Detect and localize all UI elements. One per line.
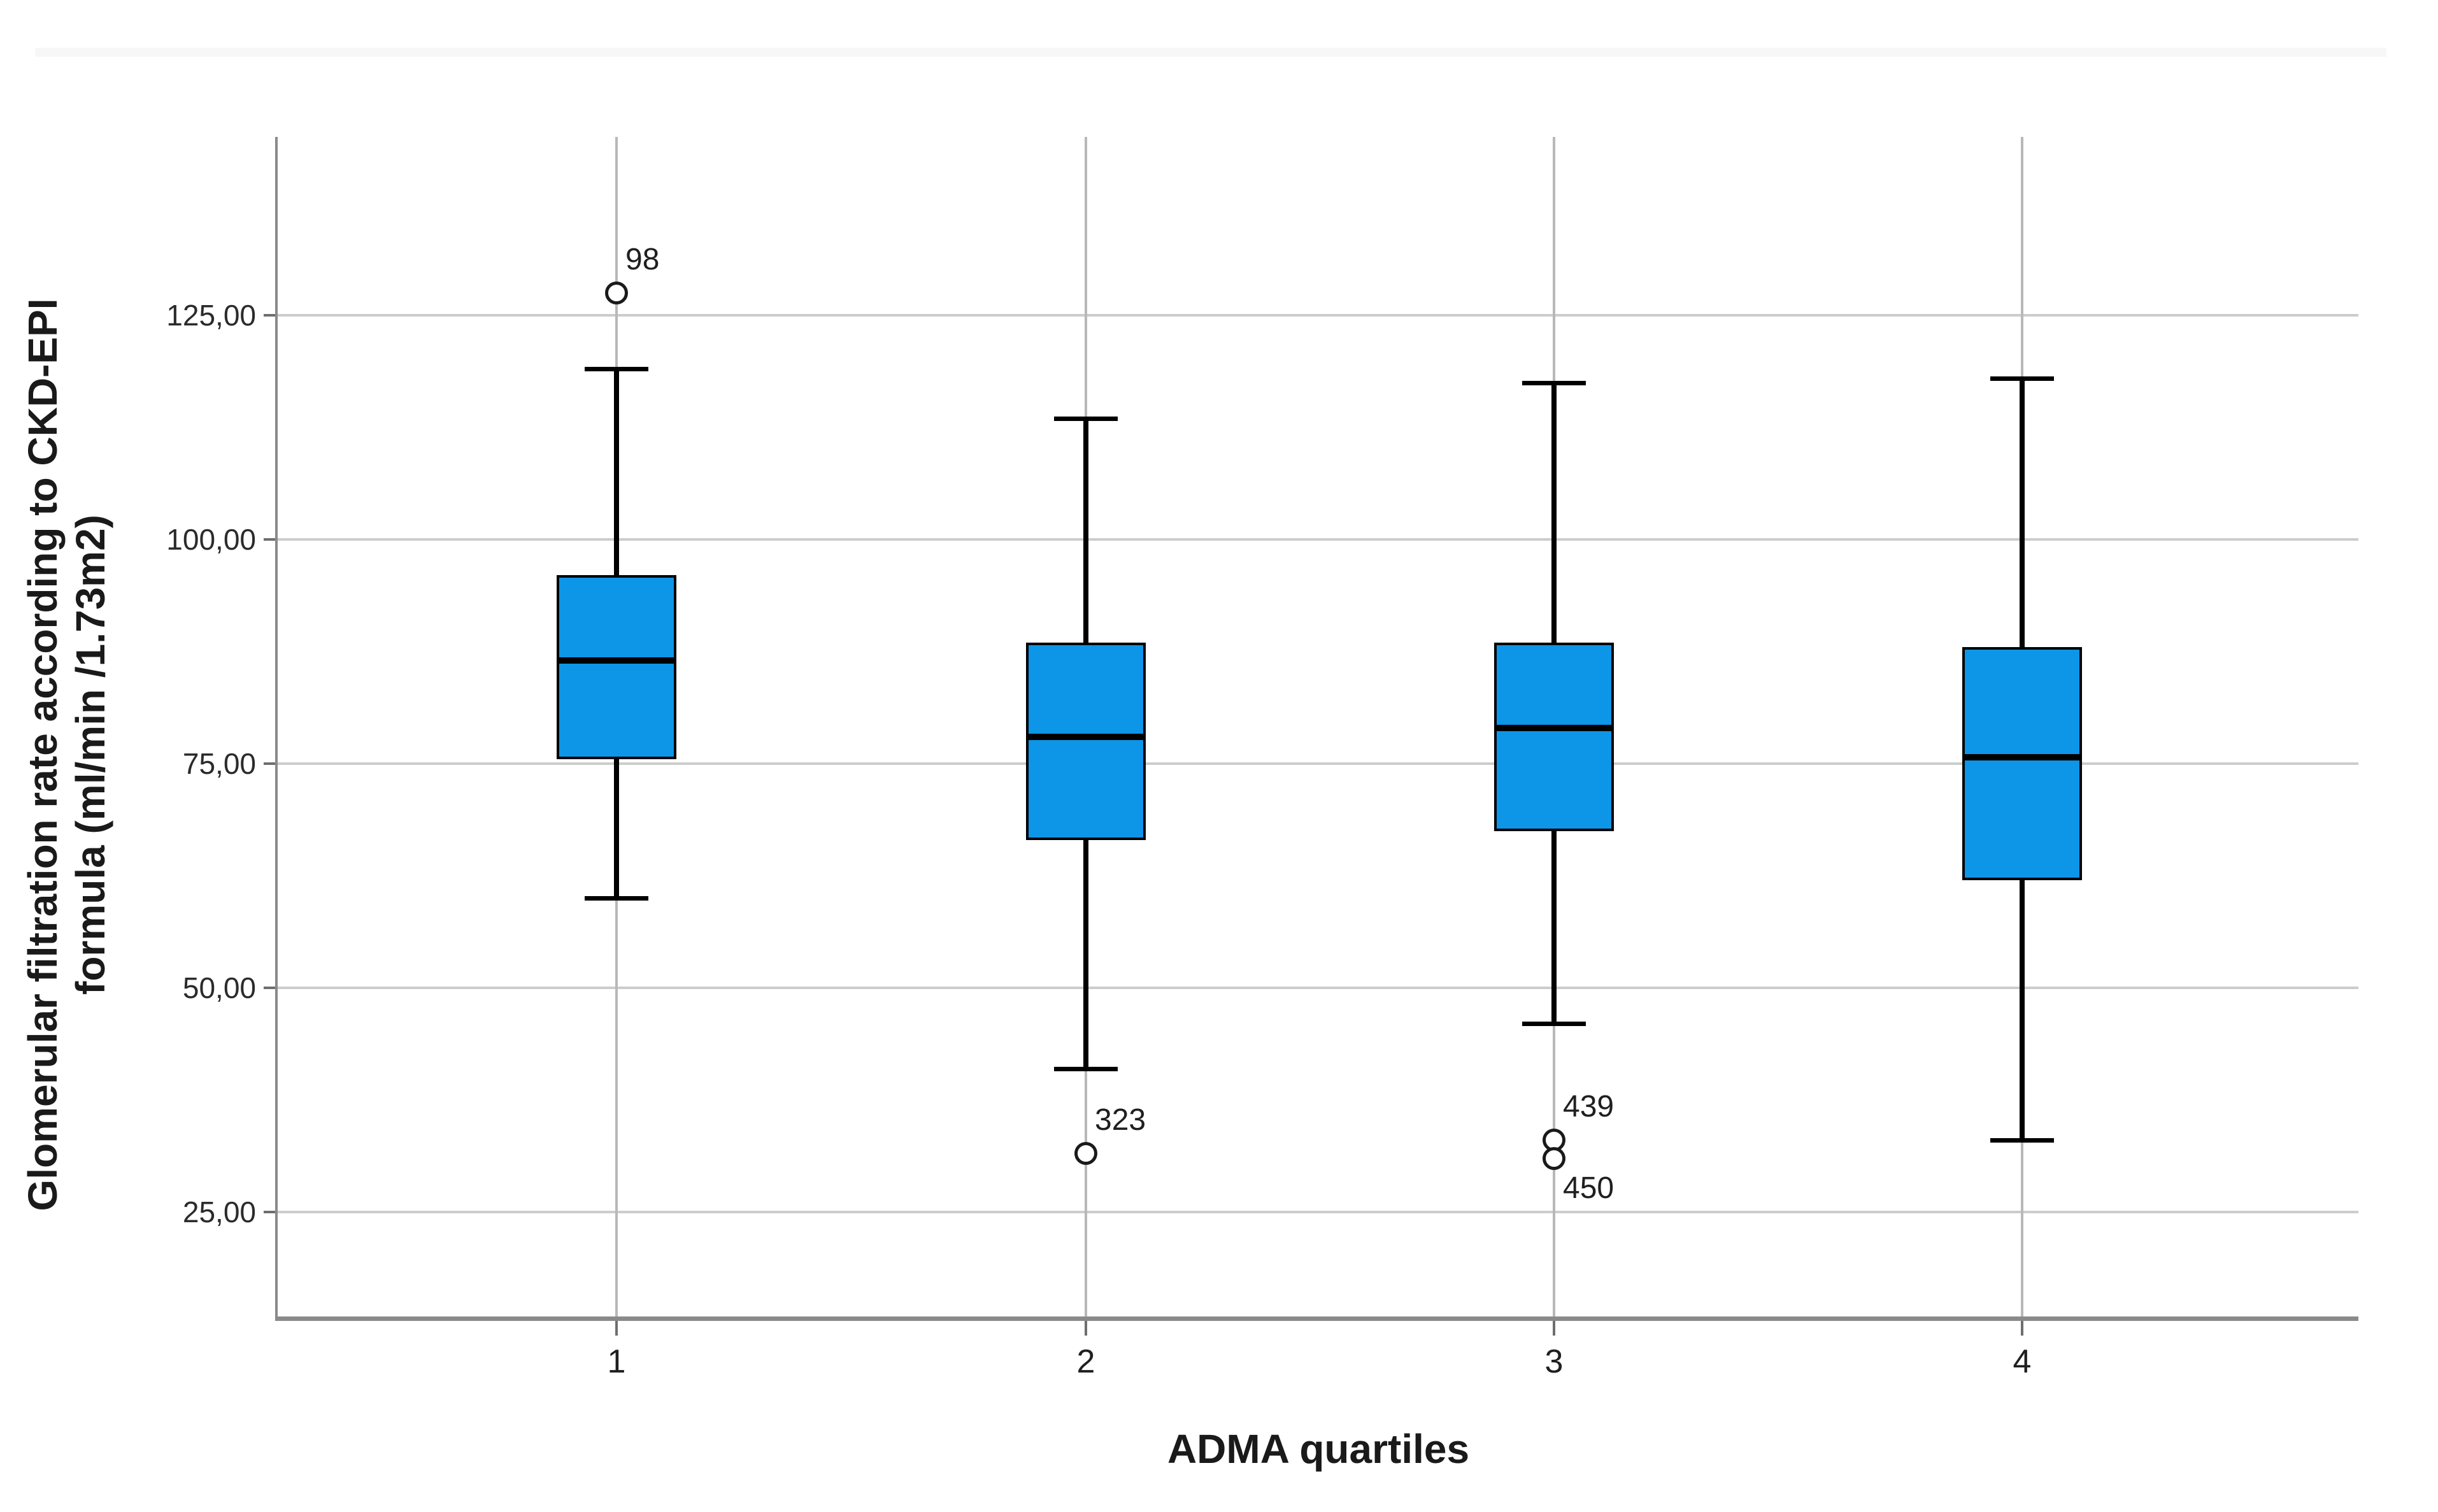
outlier-circle [605,281,628,304]
whisker-stem-lower [1551,831,1557,1024]
outlier-label: 439 [1563,1090,1615,1124]
median-line [1494,724,1614,731]
y-tick [264,314,278,317]
median-line [1026,733,1146,740]
box [1962,646,2082,881]
y-tick [264,987,278,989]
y-axis-title-line2: formula (ml/min /1.73m2) [68,515,113,995]
x-tick-label: 4 [2013,1343,2032,1380]
whisker-stem-lower [614,759,619,899]
whisker-stem-lower [1083,839,1088,1069]
x-axis-title: ADMA quartiles [1167,1426,1470,1472]
y-tick [264,1211,278,1213]
y-axis-title-line1: Glomerular filtration rate according to … [20,298,66,1211]
box [1026,642,1146,840]
left-spine [275,137,278,1321]
gridline [278,314,2358,317]
y-tick-label: 100,00 [166,523,256,556]
x-tick-label: 1 [607,1343,626,1380]
whisker-cap-lower [1522,1022,1586,1027]
whisker-stem-upper [614,369,619,576]
x-tick [1085,1316,1087,1336]
box [1494,642,1614,831]
gridline [278,762,2358,765]
gridline [278,538,2358,541]
whisker-stem-upper [2020,378,2025,647]
whisker-cap-lower [585,896,648,901]
median-line [1962,754,2082,761]
whisker-stem-upper [1083,418,1088,643]
y-axis-title: Glomerular filtration rate according to … [19,258,115,1252]
x-tick [615,1316,618,1336]
x-tick [1553,1316,1555,1336]
box [557,575,676,759]
whisker-stem-lower [2020,880,2025,1141]
y-tick-label: 25,00 [182,1195,256,1229]
x-tick-label: 3 [1544,1343,1564,1380]
gridline [278,1211,2358,1213]
whisker-cap-upper [1054,416,1118,421]
x-tick-label: 2 [1076,1343,1095,1380]
outlier-label: 450 [1563,1171,1615,1205]
x-tick [2021,1316,2023,1336]
outlier-circle [1543,1146,1565,1170]
bottom-spine [275,1316,2358,1321]
median-line [557,657,676,664]
whisker-stem-upper [1551,382,1557,643]
outlier-label: 323 [1095,1103,1146,1138]
y-tick [264,538,278,541]
y-tick-label: 125,00 [166,299,256,332]
y-tick-label: 50,00 [182,971,256,1004]
top-divider-band [35,48,2386,57]
whisker-cap-upper [1990,376,2054,381]
whisker-cap-lower [1054,1066,1118,1071]
whisker-cap-lower [1990,1138,2054,1143]
whisker-cap-upper [585,367,648,372]
y-tick-label: 75,00 [182,747,256,780]
gridline [278,987,2358,989]
y-tick [264,762,278,765]
outlier-label: 98 [625,242,660,276]
whisker-cap-upper [1522,380,1586,385]
outlier-circle [1074,1142,1097,1166]
